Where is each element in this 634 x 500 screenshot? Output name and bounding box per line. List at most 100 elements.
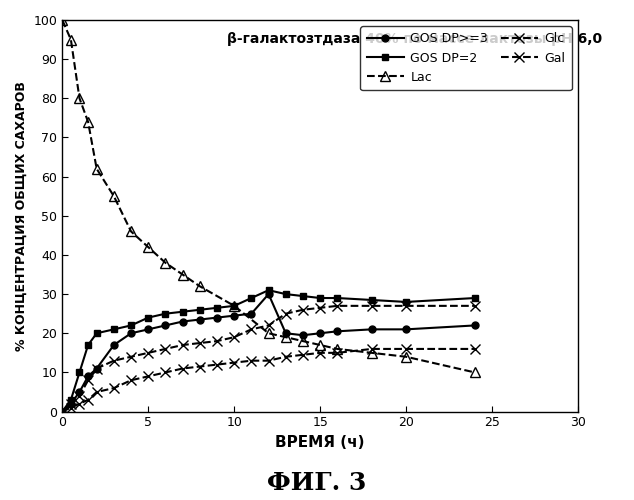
GOS DP>=3 — [299, 332, 307, 338]
GOS DP>=3 — [230, 312, 238, 318]
Glc — [248, 326, 256, 332]
Gal — [179, 366, 186, 372]
Lac — [282, 334, 290, 340]
Glc — [299, 307, 307, 313]
Gal — [368, 346, 375, 352]
Glc — [58, 408, 66, 414]
GOS DP>=3 — [196, 316, 204, 322]
Lac — [316, 342, 324, 348]
GOS DP=2 — [93, 330, 100, 336]
GOS DP>=3 — [75, 389, 83, 395]
GOS DP=2 — [179, 308, 186, 314]
Line: Lac: Lac — [58, 15, 480, 378]
GOS DP>=3 — [179, 318, 186, 324]
Y-axis label: % КОНЦЕНТРАЦИЯ ОБЩИХ САХАРОВ: % КОНЦЕНТРАЦИЯ ОБЩИХ САХАРОВ — [15, 81, 28, 350]
Lac — [110, 193, 118, 199]
Gal — [282, 354, 290, 360]
GOS DP=2 — [471, 295, 479, 301]
Glc — [471, 303, 479, 309]
Gal — [333, 350, 341, 356]
Lac — [368, 350, 375, 356]
Gal — [213, 362, 221, 368]
Glc — [403, 303, 410, 309]
GOS DP>=3 — [213, 314, 221, 320]
Lac — [67, 36, 75, 43]
Glc — [179, 342, 186, 348]
Lac — [196, 284, 204, 290]
Gal — [471, 346, 479, 352]
Line: GOS DP=2: GOS DP=2 — [59, 286, 478, 415]
Glc — [333, 303, 341, 309]
Glc — [84, 378, 92, 384]
Lac — [93, 166, 100, 172]
GOS DP=2 — [368, 297, 375, 303]
GOS DP>=3 — [282, 330, 290, 336]
Gal — [145, 374, 152, 380]
Gal — [58, 408, 66, 414]
GOS DP=2 — [196, 307, 204, 313]
GOS DP=2 — [75, 370, 83, 376]
GOS DP>=3 — [58, 408, 66, 414]
GOS DP>=3 — [333, 328, 341, 334]
Lac — [299, 338, 307, 344]
GOS DP=2 — [127, 322, 135, 328]
GOS DP>=3 — [110, 342, 118, 348]
Glc — [145, 350, 152, 356]
Lac — [58, 17, 66, 23]
Line: GOS DP>=3: GOS DP>=3 — [59, 290, 478, 415]
GOS DP>=3 — [67, 401, 75, 407]
Gal — [299, 352, 307, 358]
Lac — [333, 346, 341, 352]
Lac — [471, 370, 479, 376]
GOS DP>=3 — [471, 322, 479, 328]
Gal — [67, 404, 75, 410]
Glc — [213, 338, 221, 344]
GOS DP>=3 — [84, 374, 92, 380]
GOS DP=2 — [230, 303, 238, 309]
Glc — [196, 340, 204, 346]
Gal — [316, 350, 324, 356]
Glc — [110, 358, 118, 364]
Gal — [248, 358, 256, 364]
Lac — [84, 119, 92, 125]
GOS DP=2 — [145, 314, 152, 320]
Text: β-галактозтдаза 40% по массе лактозы pH 6,0: β-галактозтдаза 40% по массе лактозы pH … — [228, 32, 602, 46]
Gal — [75, 401, 83, 407]
Glc — [316, 305, 324, 311]
X-axis label: ВРЕМЯ (ч): ВРЕМЯ (ч) — [275, 435, 365, 450]
GOS DP=2 — [58, 408, 66, 414]
GOS DP>=3 — [145, 326, 152, 332]
GOS DP=2 — [316, 295, 324, 301]
Gal — [127, 378, 135, 384]
GOS DP=2 — [248, 295, 256, 301]
GOS DP=2 — [299, 293, 307, 299]
Gal — [265, 358, 273, 364]
Text: ФИГ. 3: ФИГ. 3 — [268, 471, 366, 495]
GOS DP=2 — [110, 326, 118, 332]
Lac — [179, 272, 186, 278]
Glc — [282, 310, 290, 316]
GOS DP=2 — [84, 342, 92, 348]
Glc — [67, 401, 75, 407]
Gal — [403, 346, 410, 352]
GOS DP>=3 — [127, 330, 135, 336]
Lac — [162, 260, 169, 266]
GOS DP>=3 — [403, 326, 410, 332]
Glc — [265, 322, 273, 328]
GOS DP=2 — [403, 299, 410, 305]
Glc — [368, 303, 375, 309]
Lac — [403, 354, 410, 360]
GOS DP>=3 — [248, 310, 256, 316]
GOS DP=2 — [265, 287, 273, 293]
Lac — [127, 228, 135, 234]
GOS DP>=3 — [93, 366, 100, 372]
Lac — [145, 244, 152, 250]
GOS DP=2 — [162, 310, 169, 316]
Lac — [75, 96, 83, 102]
Gal — [93, 389, 100, 395]
Gal — [162, 370, 169, 376]
Line: Glc: Glc — [58, 301, 480, 416]
Gal — [84, 397, 92, 403]
Line: Gal: Gal — [58, 344, 480, 416]
GOS DP>=3 — [368, 326, 375, 332]
